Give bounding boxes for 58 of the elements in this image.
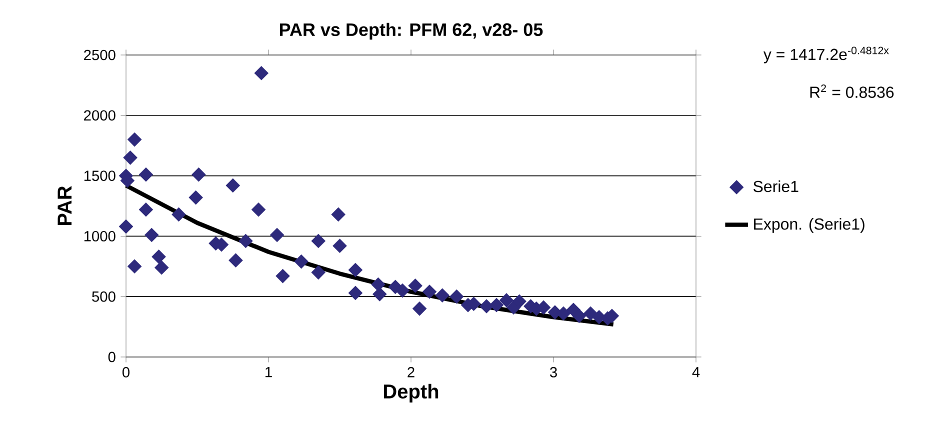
x-tick-label: 3 (550, 367, 557, 378)
point (572, 308, 586, 323)
point (311, 265, 326, 280)
point (238, 234, 253, 248)
x-tick-label: 2 (408, 367, 414, 378)
y-tick-label: 0 (108, 352, 116, 362)
y-tick-label: 2000 (84, 110, 116, 121)
chart-title: PAR vs Depth: PFM 62, v28- 05 (280, 22, 543, 40)
point (489, 298, 504, 312)
point (251, 202, 266, 217)
point (192, 168, 206, 182)
text: y = 1417.2e$^{-0.4812x}$ (763, 46, 889, 64)
point (450, 290, 464, 304)
point (372, 287, 387, 302)
point (228, 253, 243, 268)
point (226, 178, 240, 193)
point (422, 284, 437, 299)
legend-label: Expon. (Serie1) (754, 218, 864, 233)
point (172, 207, 186, 222)
point (311, 234, 326, 248)
y-tick-label: 1000 (84, 231, 116, 242)
y-axis-title: PAR (58, 186, 72, 226)
point (499, 293, 514, 308)
point (138, 202, 154, 217)
point (408, 278, 422, 293)
point (128, 132, 142, 147)
point (348, 286, 362, 300)
x-tick-label: 0 (122, 367, 130, 378)
point (276, 268, 290, 284)
point (479, 299, 494, 314)
point (371, 277, 386, 292)
x-tick-label: 4 (692, 367, 700, 378)
point (128, 259, 142, 274)
y-tick-label: 500 (92, 291, 116, 302)
point (254, 66, 268, 80)
point (188, 190, 203, 205)
point (118, 219, 134, 234)
point (395, 283, 410, 298)
point (123, 150, 138, 165)
point (152, 250, 166, 264)
point (154, 260, 169, 275)
point (332, 238, 347, 253)
point (435, 288, 450, 302)
point (294, 254, 308, 269)
y-tick-label: 2500 (84, 50, 116, 60)
point (348, 262, 362, 278)
point (144, 228, 159, 242)
x-tick-label: 1 (266, 367, 272, 378)
point (583, 306, 598, 321)
point (512, 294, 526, 308)
x-axis-title: Depth (384, 384, 438, 403)
point (138, 168, 154, 182)
text: R$^{2}$ = 0.8536 (810, 84, 894, 98)
y-tick-label: 1500 (84, 170, 116, 181)
point (331, 207, 346, 222)
point (270, 228, 284, 242)
legend-label: Serie1 (753, 180, 798, 192)
point (412, 302, 427, 316)
